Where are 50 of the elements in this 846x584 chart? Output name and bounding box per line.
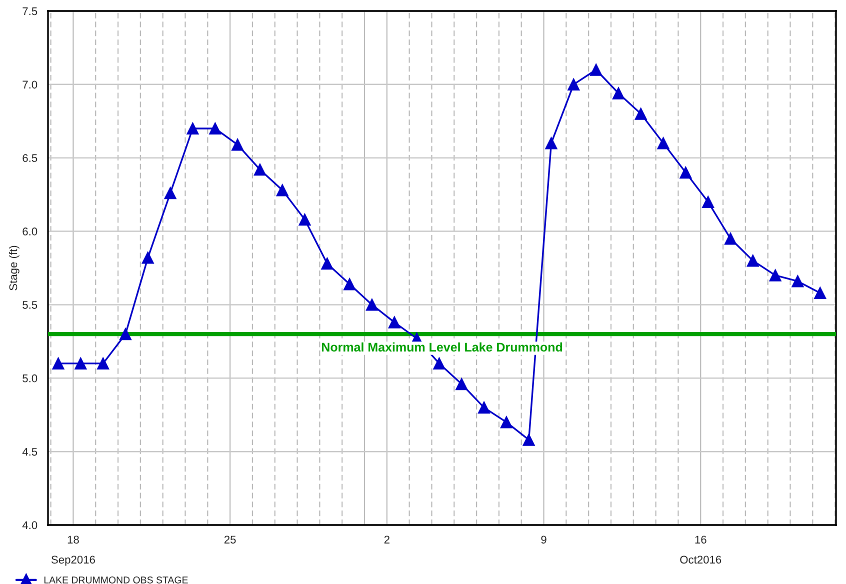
x-tick-label: 16 Oct2016 bbox=[680, 536, 722, 564]
point bbox=[814, 286, 826, 300]
y-tick-label: 4.0 bbox=[22, 521, 38, 530]
point bbox=[433, 357, 446, 370]
point bbox=[276, 184, 288, 196]
x-tick-label: 9 bbox=[541, 536, 546, 544]
point bbox=[74, 357, 87, 370]
y-tick-label: 4.5 bbox=[22, 448, 38, 456]
ref-line-label: Normal Maximum Level Lake Drummond bbox=[322, 342, 562, 352]
point bbox=[746, 254, 759, 267]
point bbox=[321, 258, 334, 270]
point bbox=[612, 87, 625, 100]
x-tick-label: 2 bbox=[384, 536, 390, 544]
point bbox=[568, 78, 580, 91]
y-tick-label: 5.0 bbox=[22, 374, 38, 382]
x-tick-label: 25 bbox=[224, 536, 236, 544]
point bbox=[231, 138, 244, 151]
legend-label: LAKE DRUMMOND OBS STAGE bbox=[44, 576, 188, 584]
point bbox=[52, 357, 64, 370]
point bbox=[164, 187, 176, 200]
point bbox=[388, 316, 400, 328]
point bbox=[500, 416, 512, 428]
point bbox=[186, 122, 199, 135]
point bbox=[702, 196, 714, 208]
y-tick-label: 5.5 bbox=[22, 301, 38, 309]
y-tick-label: 7.5 bbox=[22, 7, 38, 16]
point bbox=[792, 275, 804, 288]
point bbox=[119, 328, 132, 340]
point bbox=[254, 164, 266, 176]
point bbox=[680, 166, 692, 179]
point bbox=[545, 137, 558, 150]
point bbox=[590, 64, 602, 76]
point bbox=[366, 298, 378, 311]
point bbox=[657, 137, 670, 150]
point bbox=[522, 434, 535, 446]
point bbox=[142, 252, 154, 264]
point bbox=[97, 357, 110, 370]
point bbox=[769, 269, 782, 282]
point bbox=[456, 378, 468, 390]
point bbox=[478, 401, 490, 414]
point bbox=[209, 122, 222, 135]
point bbox=[634, 108, 647, 120]
y-axis-title: Stage (ft) bbox=[9, 246, 20, 290]
point bbox=[343, 278, 356, 290]
point bbox=[724, 232, 737, 245]
y-tick-label: 7.0 bbox=[22, 80, 38, 89]
y-tick-label: 6.5 bbox=[22, 154, 38, 162]
x-tick-label: 18 Sep2016 bbox=[51, 536, 95, 566]
point bbox=[298, 213, 311, 226]
y-tick-label: 6.0 bbox=[22, 228, 38, 236]
